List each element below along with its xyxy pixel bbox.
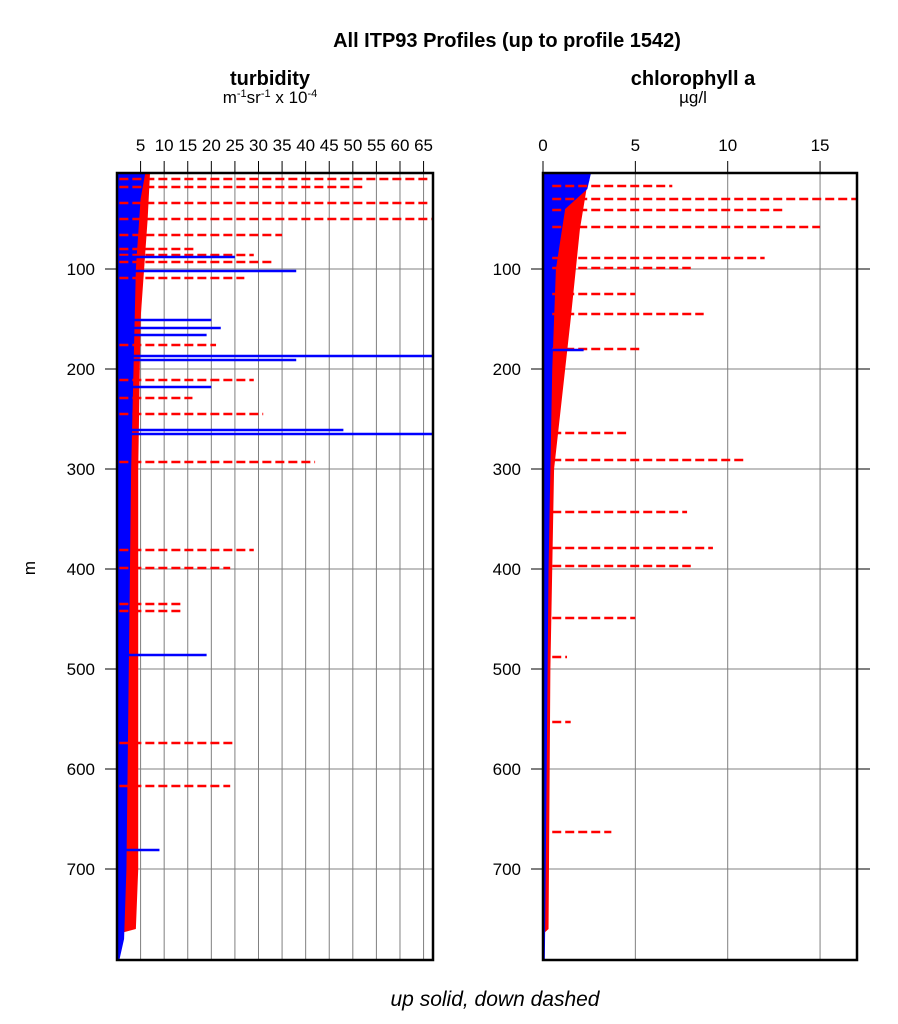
y-tick-label: 600 <box>493 760 521 779</box>
y-tick-label: 400 <box>493 560 521 579</box>
y-tick-label: 500 <box>67 660 95 679</box>
y-tick-label: 600 <box>67 760 95 779</box>
panel-units: µg/l <box>679 88 707 107</box>
y-tick-label: 300 <box>493 460 521 479</box>
panel-title: chlorophyll a <box>631 68 756 90</box>
y-tick-label: 200 <box>67 360 95 379</box>
up-profile-envelope <box>117 173 146 960</box>
x-tick-label: 30 <box>249 136 268 155</box>
panel-1: 0 5 10 15 100 200 300 400 500 600 700 chlorophyll a… <box>493 68 870 962</box>
x-tick-label: 10 <box>155 136 174 155</box>
x-tick-label: 20 <box>202 136 221 155</box>
panel-title: turbidity <box>230 68 311 90</box>
y-tick-label: 200 <box>493 360 521 379</box>
y-tick-label: 100 <box>493 260 521 279</box>
panel-frame <box>541 171 859 962</box>
y-tick-label: 700 <box>67 860 95 879</box>
x-tick-label: 55 <box>367 136 386 155</box>
y-tick-label: 400 <box>67 560 95 579</box>
y-axis-label: m <box>20 561 39 575</box>
chart-title: All ITP93 Profiles (up to profile 1542) <box>333 30 681 52</box>
x-tick-label: 60 <box>391 136 410 155</box>
x-tick-label: 40 <box>296 136 315 155</box>
x-tick-label: 25 <box>225 136 244 155</box>
x-tick-label: 15 <box>811 136 830 155</box>
y-tick-label: 100 <box>67 260 95 279</box>
x-tick-label: 35 <box>273 136 292 155</box>
x-tick-label: 50 <box>343 136 362 155</box>
x-tick-label: 0 <box>538 136 547 155</box>
y-tick-label: 500 <box>493 660 521 679</box>
x-tick-label: 15 <box>178 136 197 155</box>
x-tick-label: 5 <box>136 136 145 155</box>
x-tick-label: 45 <box>320 136 339 155</box>
x-tick-label: 65 <box>414 136 433 155</box>
x-tick-label: 5 <box>631 136 640 155</box>
down-profile-envelope <box>543 173 590 934</box>
y-tick-label: 300 <box>67 460 95 479</box>
x-tick-label: 10 <box>718 136 737 155</box>
footer-legend-note: up solid, down dashed <box>391 988 601 1011</box>
panel-frame <box>115 171 435 962</box>
panel-0: 5 10 15 20 25 30 35 40 45 50 55 60 65 100 200 300 400 500… <box>67 68 435 962</box>
y-tick-label: 700 <box>493 860 521 879</box>
up-profile-envelope <box>543 173 592 960</box>
panel-units: m-1sr-1 x 10-4 <box>223 88 318 107</box>
